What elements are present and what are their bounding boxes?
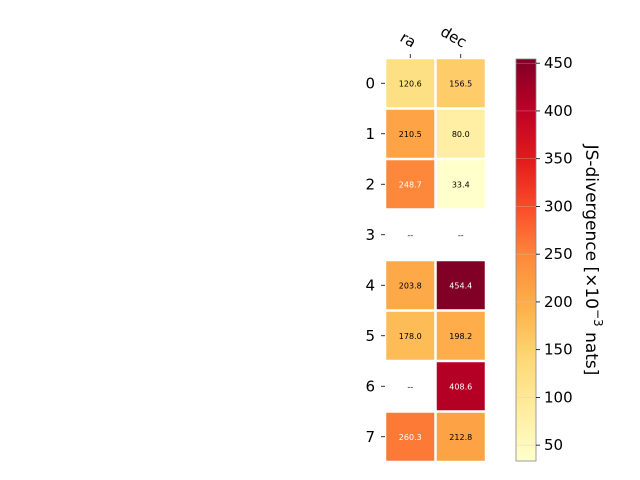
cell-label: 198.2 bbox=[449, 332, 472, 341]
heatmap-cell bbox=[386, 311, 435, 360]
row-label: 5 bbox=[365, 327, 375, 345]
heatmap-cell bbox=[436, 59, 485, 108]
column-labels: ra dec bbox=[397, 22, 470, 58]
cell-label: 120.6 bbox=[399, 79, 422, 88]
heatmap-cell bbox=[436, 412, 485, 461]
heatmap-cell bbox=[386, 59, 435, 108]
cell-label: 212.8 bbox=[449, 433, 472, 442]
row-label: 6 bbox=[365, 377, 375, 395]
heatmap-cell bbox=[436, 311, 485, 360]
cell-label: 178.0 bbox=[399, 332, 422, 341]
cell-label: 203.8 bbox=[399, 281, 422, 290]
cell-label: 408.6 bbox=[449, 382, 472, 391]
heatmap-cell bbox=[436, 160, 485, 209]
cell-label: 210.5 bbox=[399, 130, 422, 139]
row-label: 1 bbox=[365, 125, 375, 143]
cell-label: -- bbox=[407, 231, 413, 240]
colorbar-tick-label: 200 bbox=[544, 293, 573, 311]
cell-label: 260.3 bbox=[399, 433, 422, 442]
heatmap-cell bbox=[436, 261, 485, 310]
colorbar-gradient bbox=[515, 58, 537, 462]
colorbar-label: JS-divergence [×10−3 nats] bbox=[581, 144, 606, 376]
row-label: 7 bbox=[365, 428, 375, 446]
cell-label: -- bbox=[458, 231, 464, 240]
cell-label: 80.0 bbox=[452, 130, 470, 139]
row-label: 0 bbox=[365, 74, 375, 92]
row-label: 4 bbox=[365, 276, 375, 294]
row-labels: 0 1 2 3 4 5 6 7 bbox=[365, 74, 385, 446]
heatmap-cell bbox=[386, 160, 435, 209]
colorbar-ticks: 50 100 150 200 250 300 350 400 450 bbox=[516, 54, 573, 454]
colorbar-tick-label: 400 bbox=[544, 102, 573, 120]
column-label: ra bbox=[397, 28, 419, 51]
colorbar-tick-label: 300 bbox=[544, 197, 573, 215]
colorbar-tick-label: 350 bbox=[544, 150, 573, 168]
colorbar-tick-label: 250 bbox=[544, 245, 573, 263]
colorbar: 50 100 150 200 250 300 350 400 450 JS-divergence… bbox=[515, 54, 606, 462]
row-label: 2 bbox=[365, 175, 375, 193]
colorbar-tick-label: 100 bbox=[544, 388, 573, 406]
heatmap-cell bbox=[386, 261, 435, 310]
colorbar-tick-label: 450 bbox=[544, 54, 573, 72]
colorbar-tick-label: 150 bbox=[544, 341, 573, 359]
heatmap-cell bbox=[436, 109, 485, 158]
heatmap-cells: 120.6 156.5 210.5 80.0 248.7 33.4 -- -- 203.8 454… bbox=[386, 59, 485, 461]
cell-label: 248.7 bbox=[399, 180, 422, 189]
heatmap-cell bbox=[386, 109, 435, 158]
colorbar-tick-label: 50 bbox=[544, 436, 563, 454]
column-label: dec bbox=[437, 22, 469, 51]
heatmap-cell bbox=[436, 362, 485, 411]
row-label: 3 bbox=[365, 226, 375, 244]
cell-label: 33.4 bbox=[452, 180, 470, 189]
heatmap-cell bbox=[386, 412, 435, 461]
cell-label: 454.4 bbox=[449, 281, 472, 290]
cell-label: -- bbox=[407, 382, 413, 391]
cell-label: 156.5 bbox=[449, 79, 472, 88]
